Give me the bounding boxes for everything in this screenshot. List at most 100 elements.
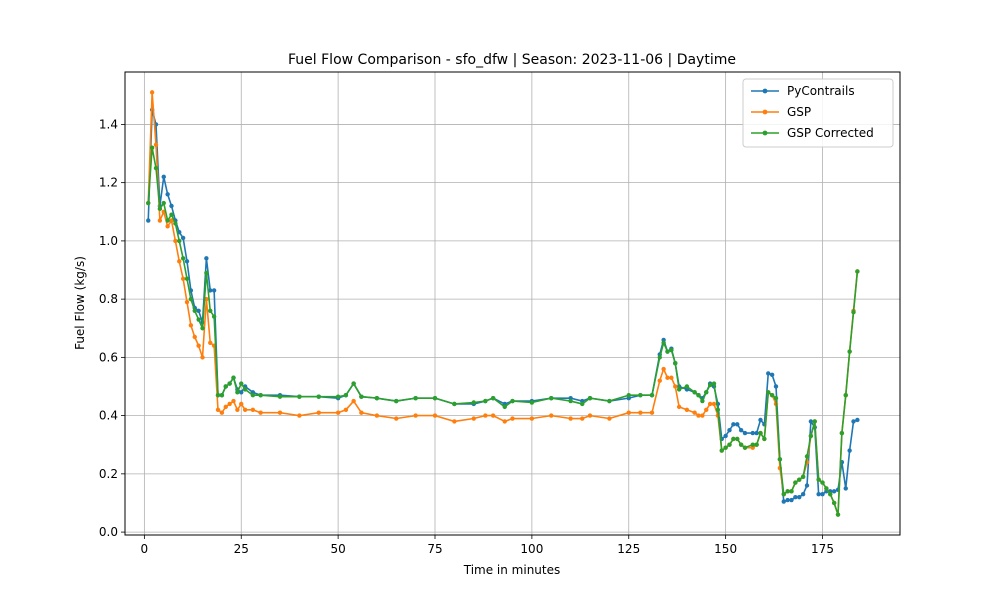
data-point	[394, 398, 399, 404]
data-point	[153, 142, 159, 147]
plot-frame	[124, 71, 901, 536]
data-point	[785, 497, 790, 503]
data-point	[750, 442, 755, 447]
data-point	[638, 410, 643, 415]
data-point	[665, 349, 670, 354]
x-tick-label: 175	[811, 542, 834, 556]
series-gsp	[146, 90, 860, 517]
data-point	[580, 401, 585, 407]
data-point	[847, 448, 852, 453]
data-point	[661, 366, 666, 372]
data-point	[165, 192, 170, 197]
data-point	[804, 454, 810, 459]
data-point	[549, 395, 554, 401]
data-point	[700, 413, 705, 418]
data-point	[165, 224, 170, 229]
data-point	[820, 480, 825, 485]
data-point	[808, 433, 814, 439]
data-point	[196, 317, 201, 322]
data-point	[851, 310, 856, 315]
data-point	[731, 422, 736, 427]
data-point	[669, 375, 674, 380]
data-point	[208, 308, 213, 313]
data-point	[700, 398, 705, 404]
data-point	[800, 474, 806, 479]
data-point	[359, 410, 364, 415]
data-point	[223, 404, 228, 410]
data-point	[490, 395, 496, 401]
data-point	[359, 394, 364, 399]
data-point	[587, 413, 593, 418]
data-point	[196, 308, 201, 313]
data-point	[673, 384, 678, 389]
data-point	[754, 442, 759, 447]
data-point	[146, 218, 151, 223]
data-point	[731, 436, 736, 442]
data-point	[676, 387, 682, 392]
data-point	[200, 355, 205, 360]
y-tick-label: 1.0	[99, 234, 118, 248]
data-point	[169, 212, 174, 217]
data-point	[173, 221, 178, 226]
data-point	[704, 407, 709, 412]
data-point	[351, 381, 356, 386]
data-point	[204, 270, 209, 276]
data-point	[149, 145, 155, 150]
data-point	[723, 445, 728, 450]
data-point	[549, 413, 554, 418]
x-tick-label: 75	[427, 542, 442, 556]
data-point	[766, 390, 771, 395]
data-point	[704, 390, 709, 395]
y-tick-label: 0.2	[99, 467, 118, 481]
data-point	[797, 494, 802, 500]
x-tick-label: 50	[330, 542, 345, 556]
data-point	[219, 393, 225, 398]
data-point	[855, 417, 860, 423]
data-point	[673, 360, 678, 366]
data-point	[804, 483, 810, 488]
data-point	[452, 401, 457, 407]
data-point	[297, 413, 302, 418]
data-point	[192, 308, 197, 313]
y-axis-label: Fuel Flow (kg/s)	[73, 256, 87, 350]
data-point	[529, 400, 535, 405]
data-point	[580, 416, 585, 421]
data-point	[483, 398, 488, 404]
data-point	[781, 492, 786, 497]
series-line	[147, 146, 859, 516]
data-point	[211, 288, 217, 293]
data-point	[335, 410, 341, 415]
y-tick-label: 1.4	[99, 117, 118, 131]
data-point	[607, 398, 612, 404]
data-point	[258, 410, 263, 415]
data-point	[215, 393, 221, 398]
data-point	[157, 218, 163, 223]
x-tick-label: 125	[617, 542, 640, 556]
data-point	[351, 398, 356, 404]
data-point	[773, 384, 779, 389]
data-point	[184, 276, 190, 281]
data-point	[696, 413, 701, 418]
data-point	[149, 90, 155, 95]
data-point	[452, 419, 457, 424]
data-point	[657, 355, 662, 360]
data-point	[227, 401, 232, 407]
grid-layer	[125, 72, 900, 535]
chart-title: Fuel Flow Comparison - sfo_dfw | Season:…	[288, 52, 736, 68]
data-point	[192, 334, 197, 340]
data-point	[766, 371, 771, 376]
data-point	[394, 416, 399, 421]
data-point	[211, 314, 217, 319]
data-point	[490, 413, 496, 418]
data-point	[432, 413, 438, 418]
data-point	[735, 422, 740, 427]
data-point	[777, 457, 783, 462]
legend-marker	[762, 130, 768, 136]
data-point	[754, 430, 759, 436]
data-point	[177, 259, 182, 264]
data-point	[715, 407, 721, 412]
data-point	[146, 200, 151, 206]
data-point	[735, 436, 740, 442]
data-point	[235, 407, 240, 412]
data-point	[239, 390, 244, 395]
